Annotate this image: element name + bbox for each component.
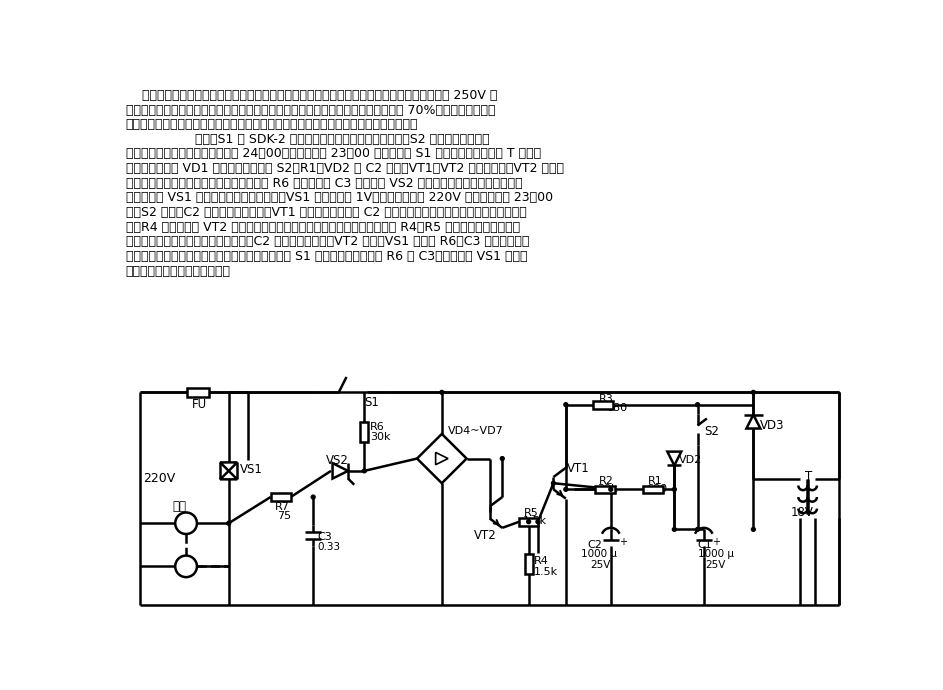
Text: 0.33: 0.33 [318,542,341,552]
Text: 30k: 30k [597,484,618,494]
Polygon shape [747,415,760,428]
Text: 220V: 220V [142,472,174,484]
Text: S2: S2 [703,424,719,437]
Text: R7: R7 [274,502,290,513]
Text: 来触发导通，此时移相角达到最大，并一直保持到 S1 断开路灯熄灭。调整 R6 或 C3，就能调整 VS1 上的压: 来触发导通，此时移相角达到最大，并一直保持到 S1 断开路灯熄灭。调整 R6 或… [125,250,527,263]
Text: FU: FU [191,399,207,411]
Text: R5: R5 [524,508,538,518]
Circle shape [311,495,315,499]
Text: 30k: 30k [370,433,390,442]
Circle shape [564,403,568,406]
Text: VS1: VS1 [240,463,262,476]
Text: 双向晶闸管 VS1 在交流电的全周期内导通，VS1 管压降不到 1V，此时的路灯在 220V 电源点亮。到 23：00: 双向晶闸管 VS1 在交流电的全周期内导通，VS1 管压降不到 1V，此时的路灯… [125,191,553,204]
Polygon shape [417,434,467,483]
Text: +: + [620,537,627,547]
Text: 1.5k: 1.5k [534,567,558,577]
Polygon shape [220,462,238,471]
Text: VD2: VD2 [679,455,703,466]
Circle shape [362,469,366,473]
Text: 1.5k: 1.5k [522,516,547,526]
Circle shape [696,527,700,531]
Text: 时，S2 断开，C2 的充电回路被切断，VT1 的基极电流只能靠 C2 上储存的电能提供，并随时间逐渐下降。同: 时，S2 断开，C2 的充电回路被切断，VT1 的基极电流只能靠 C2 上储存的… [125,206,526,219]
Text: 680: 680 [646,484,668,494]
Text: 25V: 25V [705,560,726,570]
Text: 源，次级电压经 VD1 半波整流后，再经 S2、R1、VD2 向 C2 充电，VT1、VT2 皆饱和导通。VT2 的集电: 源，次级电压经 VD1 半波整流后，再经 S2、R1、VD2 向 C2 充电，V… [125,162,564,175]
Text: C1: C1 [698,540,712,550]
Circle shape [564,487,568,491]
Bar [520,518,538,526]
Bar [524,554,533,574]
Circle shape [552,482,555,485]
Bar [642,486,663,493]
Circle shape [175,513,197,534]
Circle shape [226,522,231,525]
Text: 此设计了本电路、用它来控制路灯，节电效果明显，且行人并没觉察出灯光亮度的变化。: 此设计了本电路、用它来控制路灯，节电效果明显，且行人并没觉察出灯光亮度的变化。 [125,118,418,131]
Text: VD3: VD3 [759,419,784,431]
Circle shape [672,527,676,531]
Bar [593,401,613,408]
Text: 换日开关的常闭触点（出厂时定在 24：00，本电路调在 23：00 换日），当 S1 合上时，电源变压器 T 接通电: 换日开关的常闭触点（出厂时定在 24：00，本电路调在 23：00 换日），当 … [125,148,540,161]
Circle shape [527,520,531,524]
Circle shape [501,457,505,460]
Text: 深夜，由于居民纷纷关灯、加上工厂用电负荷的减轻，这时的市电电压就会偏高，有些可高达 250V 以: 深夜，由于居民纷纷关灯、加上工厂用电负荷的减轻，这时的市电电压就会偏高，有些可高… [125,89,497,102]
Circle shape [175,555,197,577]
Text: 程是缓慢均匀的。经过十几分钟以后，C2 上的电压很低了，VT2 截止，VS1 只有靠 R6、C3 上的移相电压: 程是缓慢均匀的。经过十几分钟以后，C2 上的电压很低了，VT2 截止，VS1 只… [125,235,529,248]
Bar [187,388,208,397]
Text: C2: C2 [587,540,603,550]
Polygon shape [220,471,238,480]
Text: R4: R4 [534,556,549,566]
Text: 680: 680 [606,403,627,413]
Text: S1: S1 [364,396,379,409]
Text: VS2: VS2 [326,454,349,467]
Text: 极和发射极间的等效电阻很小，经整流桥与 R6 并联，并和 C3 串联，使 VS2 输出的触发电压的移相角很小、: 极和发射极间的等效电阻很小，经整流桥与 R6 并联，并和 C3 串联，使 VS2… [125,177,522,190]
Polygon shape [436,453,448,465]
Text: 18V: 18V [790,506,814,520]
Text: T: T [804,470,812,483]
Bar [594,486,615,493]
Circle shape [536,520,539,524]
Text: 上，而此时的路灯并不需要太亮，由于人们眼睛的适应能力，深夜照度有天刚黑时的 70%，感觉是一样。故: 上，而此时的路灯并不需要太亮，由于人们眼睛的适应能力，深夜照度有天刚黑时的 70… [125,104,495,117]
Bar [271,493,290,501]
Text: 1000 μ: 1000 μ [581,549,618,560]
Text: R2: R2 [599,475,613,486]
Text: 降，即后半夜路灯的工作电压。: 降，即后半夜路灯的工作电压。 [125,264,231,277]
Circle shape [439,391,444,394]
Text: VT2: VT2 [474,529,497,542]
Text: +: + [712,537,720,547]
Text: R1: R1 [648,475,663,486]
Text: VD4~VD7: VD4~VD7 [448,426,504,436]
Text: VT1: VT1 [568,462,590,475]
Text: 路灯: 路灯 [173,500,186,513]
Text: 1000 μ: 1000 μ [698,549,734,560]
Text: 图中，S1 为 SDK-2 型石英电力定时控制器的常开触点，S2 为该控制器中轴上: 图中，S1 为 SDK-2 型石英电力定时控制器的常开触点，S2 为该控制器中轴… [195,133,490,146]
Circle shape [696,403,700,406]
Text: 样，R4 上的电压即 VT2 的基极电压也在下降，触发移相角随着增大，由于 R4、R5 的负反馈作用，这个过: 样，R4 上的电压即 VT2 的基极电压也在下降，触发移相角随着增大，由于 R4… [125,221,520,234]
Text: 25V: 25V [590,560,611,570]
Circle shape [672,487,676,491]
Text: R6: R6 [370,422,385,432]
Polygon shape [333,463,348,479]
Circle shape [609,487,613,491]
Text: R3: R3 [599,394,613,404]
Polygon shape [668,452,681,466]
Circle shape [752,527,755,531]
Bar [360,422,368,442]
Circle shape [752,391,755,394]
Text: 75: 75 [277,511,291,521]
Text: C3: C3 [318,533,333,542]
